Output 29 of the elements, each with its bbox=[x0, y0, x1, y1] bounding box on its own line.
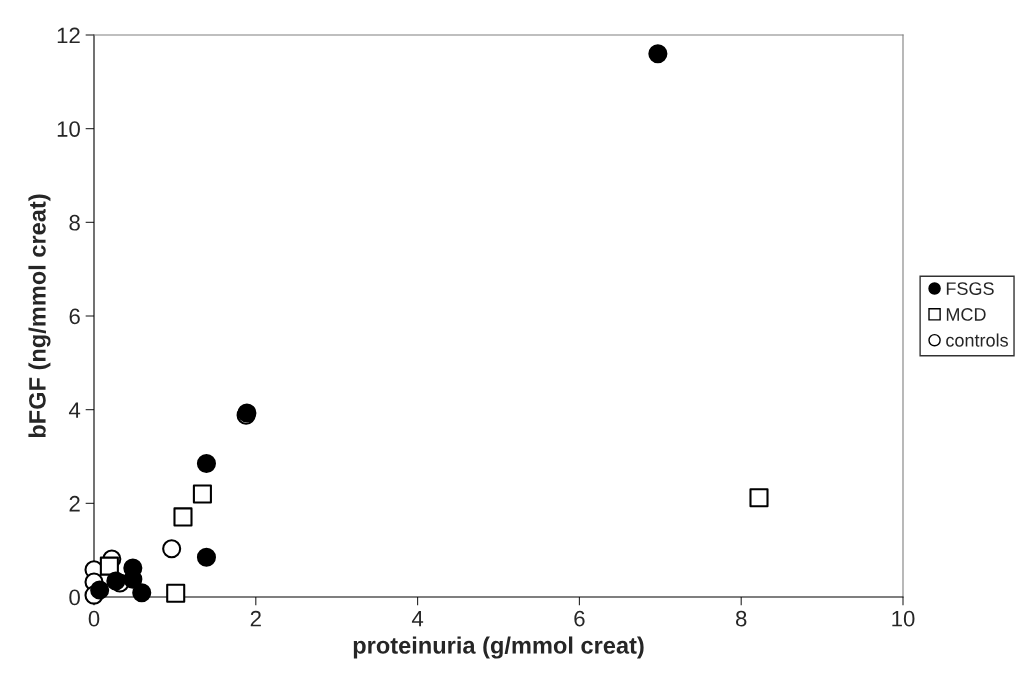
y-tick-label: 12 bbox=[57, 27, 80, 44]
legend-label: controls bbox=[946, 333, 1008, 347]
y-tick-label: 10 bbox=[57, 121, 80, 137]
legend-label: FSGS bbox=[946, 282, 994, 295]
point bbox=[173, 507, 193, 527]
legend-label: MCD bbox=[946, 308, 986, 321]
y-axis-title: bFGF (ng/mmol creat) bbox=[28, 194, 51, 438]
y-tick-label: 6 bbox=[69, 308, 80, 325]
point bbox=[166, 583, 186, 603]
point bbox=[648, 44, 668, 64]
x-tick-label: 4 bbox=[411, 611, 424, 627]
point bbox=[99, 556, 119, 576]
y-tick-label: 2 bbox=[69, 495, 80, 512]
point bbox=[196, 547, 216, 567]
point bbox=[749, 488, 769, 508]
x-tick-label: 0 bbox=[88, 610, 100, 627]
x-tick-label: 2 bbox=[250, 610, 261, 627]
y-tick-label: 8 bbox=[69, 214, 80, 231]
x-tick-label: 6 bbox=[574, 610, 585, 627]
point bbox=[192, 484, 212, 504]
point bbox=[162, 539, 182, 559]
y-tick-label: 4 bbox=[68, 402, 81, 418]
x-axis-title: proteinuria (g/mmol creat) bbox=[353, 636, 644, 659]
point bbox=[90, 580, 110, 600]
x-tick-label: 8 bbox=[735, 610, 747, 627]
x-tick-label: 10 bbox=[892, 610, 915, 627]
y-tick-label: 0 bbox=[69, 589, 80, 606]
point bbox=[132, 583, 152, 603]
point bbox=[196, 453, 216, 474]
